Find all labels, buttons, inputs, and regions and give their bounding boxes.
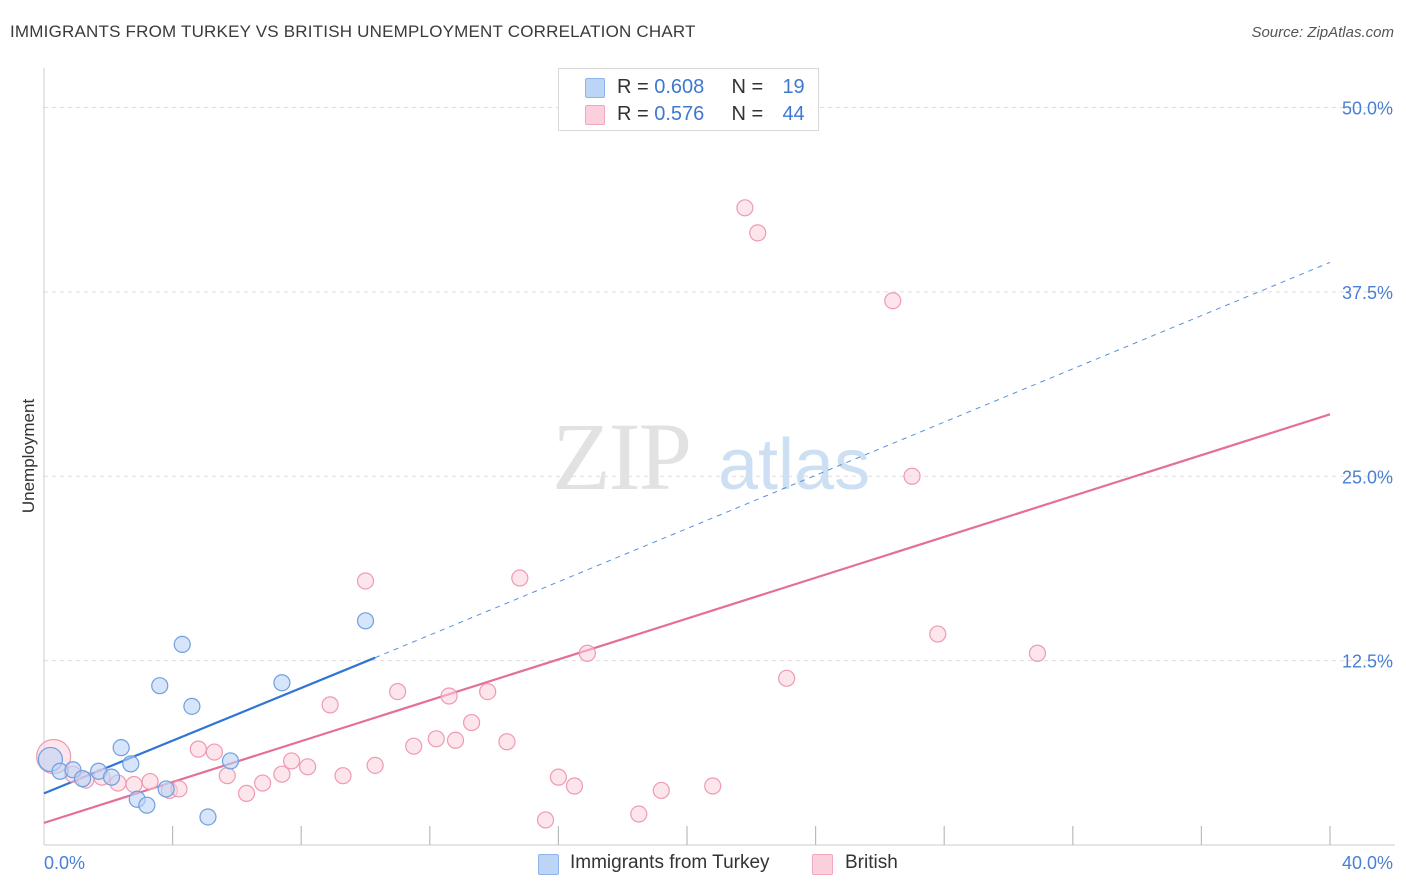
point-british [498,733,516,751]
grid-lines [44,107,1395,662]
point-british [254,774,272,792]
bottom-label-turkey: Immigrants from Turkey [570,852,770,873]
legend-swatch-turkey [585,78,605,98]
point-british [929,625,947,643]
point-british [366,756,384,774]
point-british [511,569,529,587]
point-british [189,740,207,758]
data-points [36,199,1047,829]
point-turkey [112,739,130,757]
point-turkey [183,697,201,715]
y-tick-label: 25.0% [1342,467,1393,487]
axes [43,68,1395,846]
point-british [321,696,339,714]
point-turkey [73,770,92,788]
point-british [536,811,555,829]
legend-r-label: R = [617,102,655,125]
point-british [736,199,754,217]
point-british [778,669,796,687]
point-british [427,730,445,748]
point-british [549,768,568,786]
trendline-british [43,413,1331,824]
point-british [652,781,670,800]
watermark-atlas: atlas [718,425,870,505]
point-british [1028,644,1047,662]
source-label: Source: ZipAtlas.com [1251,24,1394,41]
y-tick-label: 37.5% [1342,283,1393,303]
tick-labels: 12.5% 25.0% 37.5% 50.0% 0.0% 40.0% [44,99,1393,874]
bottom-swatch-british [812,854,833,875]
legend-n-value: 19 [782,75,805,98]
bottom-label-british: British [845,852,898,873]
point-british [749,224,767,242]
point-british [479,682,497,701]
point-british [405,737,423,755]
point-british [125,775,143,794]
point-british [704,777,722,795]
chart-title: IMMIGRANTS FROM TURKEY VS BRITISH UNEMPL… [10,22,696,41]
point-turkey [122,755,140,773]
legend-r-label: R = [617,75,655,98]
watermark-zip: ZIP [552,403,690,510]
point-turkey [157,780,175,798]
point-turkey [356,612,375,630]
point-british [446,731,465,749]
y-tick-label: 12.5% [1342,652,1393,672]
point-turkey [102,768,121,786]
legend-n-value: 44 [782,102,805,125]
point-british [462,713,481,732]
point-british [578,644,596,662]
x-tick-label: 40.0% [1342,853,1393,873]
legend-r-value: 0.608 [654,75,705,98]
point-british [141,772,159,791]
legend-n-label: N = [731,102,769,125]
point-british [334,767,352,785]
point-british [565,777,584,795]
point-turkey [199,808,217,826]
point-turkey [151,677,169,695]
legend-r-value: 0.576 [654,102,705,125]
correlation-legend: R = 0.608 N = 19 R = 0.576 N = 44 [558,68,819,131]
x-tick-label: 0.0% [44,853,85,873]
legend-swatch-british [585,105,605,125]
point-british [356,572,375,590]
point-turkey [221,752,240,770]
point-turkey [273,674,291,692]
point-british [237,784,256,802]
point-british [903,467,921,485]
point-turkey [173,635,191,654]
point-british [218,767,236,785]
point-british [299,758,317,776]
point-british [282,752,301,770]
point-british [389,682,407,701]
trendline-turkey-dashed [374,261,1331,659]
legend-n-label: N = [731,75,769,98]
point-british [884,292,902,310]
point-british [630,805,648,823]
watermark: ZIP atlas [552,403,870,510]
y-tick-label: 50.0% [1342,99,1393,119]
y-axis-label: Unemployment [19,399,38,514]
point-turkey [138,796,156,814]
point-british [440,687,458,705]
point-british [205,743,223,761]
trend-lines [43,261,1331,824]
bottom-swatch-turkey [538,854,559,875]
point-british [273,765,291,783]
